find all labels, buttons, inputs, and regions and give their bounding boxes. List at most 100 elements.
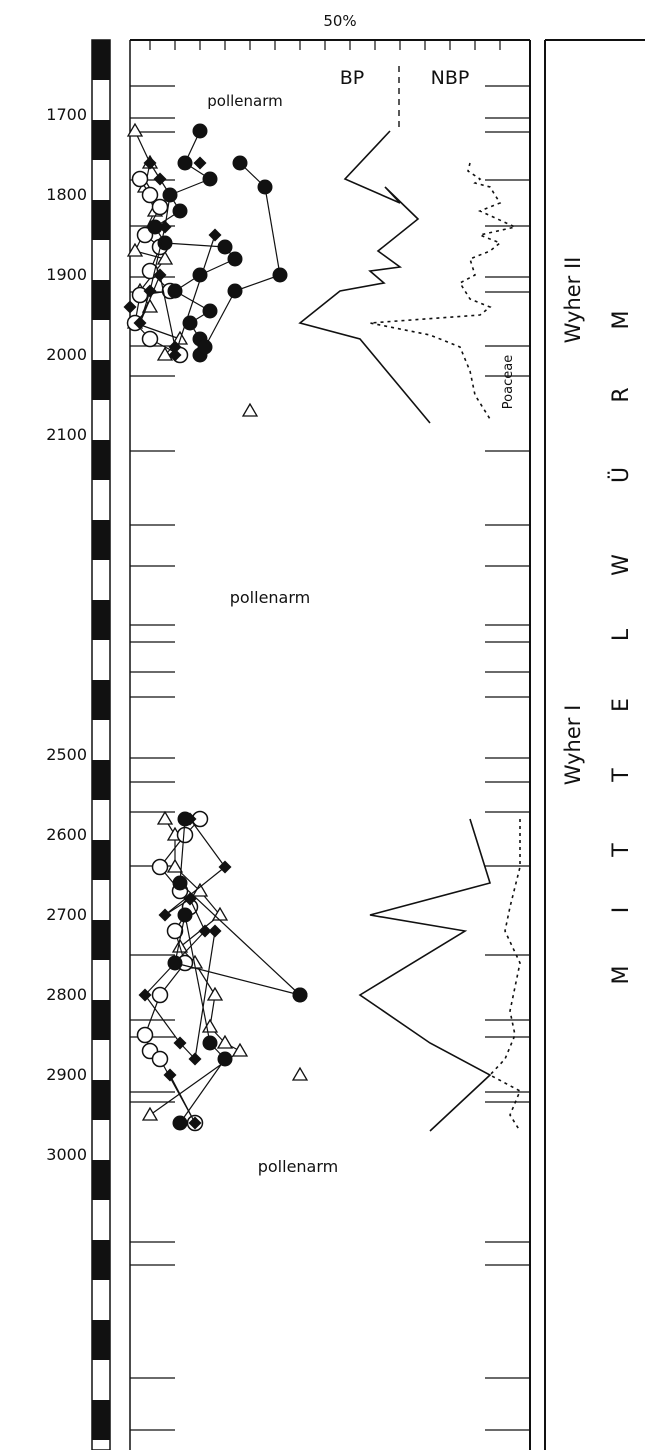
- scale-bar-block: [92, 360, 110, 400]
- scale-bar-block: [92, 200, 110, 240]
- stage-letter: I: [609, 907, 634, 914]
- pollenarm-label-middle: pollenarm: [230, 588, 311, 607]
- scale-bar-block: [92, 280, 110, 320]
- scale-bar-block: [92, 40, 110, 80]
- depth-label: 1900: [46, 265, 87, 284]
- scale-bar-block: [92, 1080, 110, 1120]
- filled-diamond-connector: [164, 866, 226, 916]
- pollen-curves: [298, 130, 522, 1132]
- scale-bar-block: [92, 920, 110, 960]
- stage-box: [544, 39, 645, 1450]
- filled-diamond-marker: [138, 988, 152, 1002]
- filled-circle-connector: [164, 242, 226, 248]
- filled-diamond-marker: [218, 860, 232, 874]
- filled-diamond-marker: [208, 228, 222, 242]
- scale-bar-block: [92, 840, 110, 880]
- filled-diamond-connector: [189, 818, 226, 868]
- open-circle-marker: [166, 922, 184, 940]
- open-circle-marker: [136, 226, 154, 244]
- stage-letter: W: [609, 554, 634, 576]
- filled-circle-marker: [202, 1035, 218, 1051]
- filled-circle-marker: [227, 283, 243, 299]
- pollenarm-label-bottom: pollenarm: [258, 1157, 339, 1176]
- filled-diamond-marker: [193, 156, 207, 170]
- top-axis-ticks: [149, 40, 501, 50]
- depth-label: 2100: [46, 425, 87, 444]
- open-circle-marker: [131, 170, 149, 188]
- zone-label-lower: Wyher I: [561, 705, 585, 786]
- open-triangle-marker: [216, 1034, 234, 1049]
- filled-circle-marker: [177, 155, 193, 171]
- open-triangle-marker: [206, 986, 224, 1001]
- filled-circle-marker: [147, 219, 163, 235]
- open-triangle-marker: [201, 1018, 219, 1033]
- filled-circle-connector: [174, 914, 186, 964]
- filled-circle-connector: [179, 818, 186, 884]
- depth-label: 2700: [46, 905, 87, 924]
- stage-letter: Ü: [608, 467, 634, 483]
- poaceae-label: Poaceae: [501, 355, 516, 409]
- filled-diamond-marker: [143, 156, 157, 170]
- bp-label: BP: [340, 67, 365, 89]
- filled-circle-marker: [172, 203, 188, 219]
- zone-label-upper: Wyher II: [561, 257, 585, 344]
- depth-scale-bar: [91, 39, 111, 1450]
- nbp-curve-upper: [369, 162, 518, 420]
- pollenarm-label-top: pollenarm: [207, 92, 282, 110]
- stage-letters: M I T T E L W Ü R M: [608, 311, 634, 985]
- depth-label: 1700: [46, 105, 87, 124]
- depth-label: 3000: [46, 1145, 87, 1164]
- filled-circle-marker: [167, 283, 183, 299]
- depth-label: 2000: [46, 345, 87, 364]
- open-triangle-marker: [141, 1106, 159, 1121]
- filled-circle-marker: [217, 239, 233, 255]
- filled-diamond-connector: [149, 226, 166, 292]
- filled-circle-marker: [217, 1051, 233, 1067]
- open-circle-marker: [151, 1050, 169, 1068]
- filled-circle-marker: [257, 179, 273, 195]
- filled-diamond-marker: [183, 812, 197, 826]
- filled-circle-marker: [157, 235, 173, 251]
- filled-circle-marker: [177, 907, 193, 923]
- stage-letter: T: [609, 768, 634, 783]
- filled-circle-connector: [234, 274, 281, 292]
- plot-frame: [129, 39, 531, 1450]
- filled-circle-marker: [172, 875, 188, 891]
- filled-diamond-connector: [144, 930, 206, 996]
- filled-diamond-marker: [173, 1036, 187, 1050]
- depth-axis-labels: 1700 1800 1900 2000 2100 2500 2600 2700 2800 2900…: [46, 105, 87, 1164]
- filled-diamond-marker: [153, 172, 167, 186]
- filled-diamond-marker: [153, 268, 167, 282]
- filled-circle-connector: [179, 882, 301, 996]
- filled-diamond-marker: [158, 908, 172, 922]
- open-circle-marker: [141, 330, 159, 348]
- open-circle-marker: [151, 986, 169, 1004]
- filled-diamond-marker: [163, 188, 177, 202]
- open-circle-marker: [151, 198, 169, 216]
- filled-circle-marker: [172, 1115, 188, 1131]
- filled-diamond-marker: [188, 1052, 202, 1066]
- filled-diamond-marker: [158, 220, 172, 234]
- stage-letter: M: [609, 311, 634, 330]
- filled-diamond-connector: [174, 234, 216, 356]
- filled-diamond-marker: [168, 348, 182, 362]
- filled-circle-marker: [197, 339, 213, 355]
- filled-circle-connector: [179, 1058, 226, 1124]
- depth-label: 2800: [46, 985, 87, 1004]
- filled-diamond-marker: [123, 300, 137, 314]
- filled-circle-marker: [232, 155, 248, 171]
- filled-diamond-connector: [144, 994, 181, 1044]
- scale-bar-block: [92, 760, 110, 800]
- filled-diamond-marker: [133, 316, 147, 330]
- open-triangle-marker: [291, 1066, 309, 1081]
- filled-circle-marker: [292, 987, 308, 1003]
- open-triangle-marker: [126, 242, 144, 257]
- depth-label: 2900: [46, 1065, 87, 1084]
- filled-diamond-connector: [139, 274, 161, 324]
- scale-bar-block: [92, 440, 110, 480]
- filled-diamond-marker: [143, 284, 157, 298]
- stage-letter: M: [609, 966, 634, 985]
- filled-circle-marker: [192, 267, 208, 283]
- filled-diamond-marker: [208, 924, 222, 938]
- open-circle-marker: [136, 1026, 154, 1044]
